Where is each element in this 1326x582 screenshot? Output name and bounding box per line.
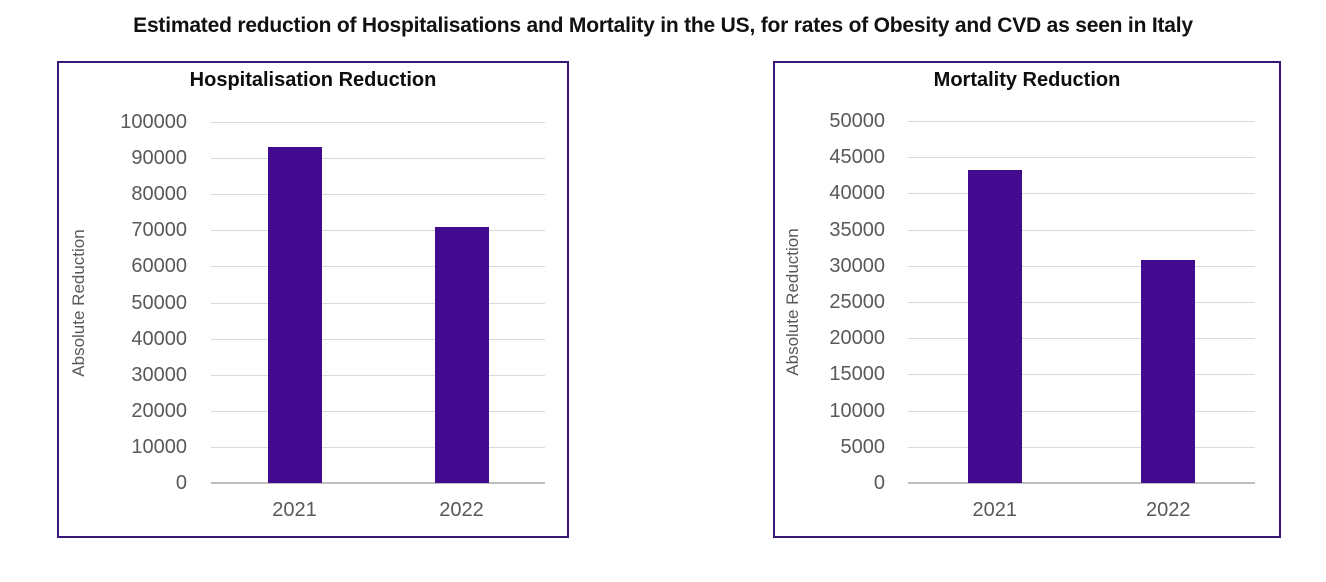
gridline [908,302,1255,303]
gridline [211,230,545,232]
bar-2021 [967,169,1022,483]
y-tick-label: 30000 [829,254,885,277]
x-axis-line [908,482,1255,484]
y-tick-label: 25000 [829,291,885,313]
gridline [908,446,1255,448]
gridline [908,265,1255,267]
hospitalisation-reduction-chart: Hospitalisation Reduction Absolute Reduc… [57,61,569,538]
y-tick-label: 10000 [131,435,187,458]
gridline [908,157,1255,159]
x-tick-label: 2022 [439,499,484,521]
gridline [908,374,1255,376]
x-tick-label: 2022 [1146,499,1191,521]
y-tick-label: 50000 [829,110,885,132]
y-tick-label: 20000 [131,399,187,422]
y-tick-label: 40000 [131,327,187,350]
gridline [908,229,1255,231]
gridline [211,194,545,196]
chart-title: Hospitalisation Reduction [189,69,437,91]
y-tick-label: 0 [873,472,885,494]
y-tick-label: 30000 [131,363,187,386]
gridline [908,410,1255,412]
y-tick-label: 10000 [829,399,885,422]
x-axis-line [211,482,545,484]
y-tick-label: 35000 [829,218,885,241]
gridline [908,338,1255,340]
gridline [211,410,545,412]
bar-2022 [1141,260,1196,483]
gridline [211,338,545,340]
gridline [908,121,1255,122]
y-tick-label: 100000 [120,111,187,133]
gridline [211,374,545,376]
y-tick-label: 15000 [829,363,885,386]
x-tick-label: 2021 [972,499,1018,521]
y-tick-label: 0 [175,472,187,494]
bar-2021 [267,147,322,483]
page-title: Estimated reduction of Hospitalisations … [133,14,1193,37]
gridline [211,266,545,268]
gridline [211,446,545,448]
y-tick-label: 5000 [840,435,886,458]
mortality-reduction-chart: Mortality Reduction Absolute Reduction 0… [773,61,1281,538]
y-tick-label: 80000 [131,183,187,206]
bar-2022 [434,226,489,483]
gridline [908,193,1255,195]
y-tick-label: 70000 [131,219,187,242]
chart-title: Mortality Reduction [933,69,1121,91]
gridline [211,302,545,304]
y-tick-label: 90000 [131,147,187,170]
y-tick-label: 60000 [131,255,187,278]
gridline [211,158,545,160]
y-tick-label: 50000 [131,291,187,314]
y-tick-label: 20000 [829,327,885,350]
gridline [211,122,545,123]
y-tick-label: 45000 [829,146,885,169]
y-tick-label: 40000 [829,182,885,205]
x-tick-label: 2021 [272,499,317,521]
